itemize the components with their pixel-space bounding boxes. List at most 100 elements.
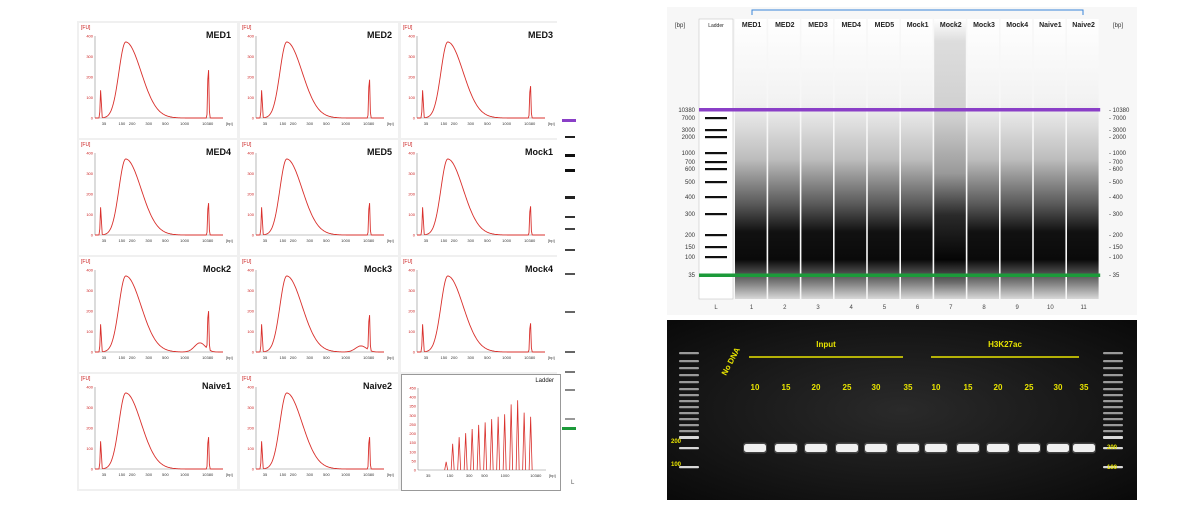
y-tick-label: 100 (86, 212, 93, 217)
x-tick-label: 300 (467, 121, 474, 126)
lane-group-bracket (751, 9, 1084, 15)
cycle-label: 35 (1080, 383, 1089, 392)
panel-title: MED5 (366, 147, 392, 157)
ladder-mark-left: 100 (671, 462, 682, 468)
left-ladder-band (679, 381, 699, 384)
right-ladder-band (1103, 466, 1123, 469)
sample-band-glow (1072, 442, 1096, 454)
y-tick-label: 200 (408, 75, 415, 80)
x-tick-label: 35 (424, 238, 429, 243)
x-tick-label: 35 (424, 121, 429, 126)
electropherogram-trace (256, 41, 384, 119)
side-strip-band (565, 136, 575, 138)
ladder-peak (470, 428, 475, 471)
size-marker-left: 300 (685, 212, 696, 218)
y-tick-label: 200 (247, 309, 254, 314)
x-tick-label: 35 (102, 472, 107, 477)
size-marker-right: - 700 (1109, 160, 1123, 166)
y-tick-label: 300 (86, 405, 93, 410)
ladder-band (705, 234, 727, 237)
panel-title: Mock3 (363, 264, 392, 274)
sample-band-glow (743, 442, 767, 454)
electropherogram-panel: 0 100 200 300 400 35 150 200 300 500 1000 10380 [bp]… (79, 23, 237, 138)
x-tick-label: 200 (129, 238, 136, 243)
sample-band (865, 444, 887, 452)
x-tick-label: 300 (466, 473, 473, 478)
y-tick-label: 200 (86, 192, 93, 197)
x-unit-label: [bp] (387, 472, 394, 477)
cycle-label: 15 (964, 383, 973, 392)
size-marker-left: 35 (688, 273, 695, 279)
y-tick-label: 100 (408, 329, 415, 334)
x-tick-label: 500 (484, 355, 491, 360)
x-tick-label: 10380 (363, 355, 375, 360)
y-tick-label: 0 (252, 350, 255, 355)
x-unit-label: [bp] (548, 121, 555, 126)
x-tick-label: 35 (426, 473, 431, 478)
cycle-label: 10 (751, 383, 760, 392)
sample-lane (967, 19, 999, 299)
size-marker-right: - 300 (1109, 212, 1123, 218)
left-ladder-band (679, 400, 699, 403)
ladder-peak (522, 412, 527, 471)
agarose-gel-image: 200 100 200 100 No DNA Input 10 15 20 25 30 35 H3K27… (667, 320, 1137, 500)
sample-band (836, 444, 858, 452)
ladder-lane (698, 18, 734, 300)
x-tick-label: 1000 (341, 472, 351, 477)
x-tick-label: 1000 (180, 238, 190, 243)
panel-title: Mock1 (524, 147, 553, 157)
side-strip-band (565, 169, 575, 172)
ladder-band (705, 196, 727, 199)
side-strip-band (565, 154, 575, 157)
side-strip-band-lower-marker (562, 427, 576, 430)
cycle-label: 35 (904, 383, 913, 392)
sample-lane-label: MED2 (775, 22, 795, 29)
panel-title: Naive1 (201, 381, 231, 391)
group-label: H3K27ac (988, 340, 1022, 349)
x-tick-label: 10380 (202, 121, 214, 126)
left-ladder-band (679, 406, 699, 409)
x-tick-label: 35 (263, 121, 268, 126)
x-tick-label: 35 (263, 472, 268, 477)
x-tick-label: 500 (484, 238, 491, 243)
x-tick-label: 35 (263, 238, 268, 243)
x-tick-label: 300 (306, 238, 313, 243)
panel-title: MED4 (205, 147, 231, 157)
side-strip-band (565, 389, 575, 391)
y-tick-label: 300 (86, 288, 93, 293)
x-tick-label: 1000 (341, 238, 351, 243)
electropherogram-panel: 0 100 200 300 400 35 150 200 300 500 1000 10380 [bp]… (401, 257, 559, 372)
sample-lane (1000, 19, 1033, 299)
left-ladder-band (679, 374, 699, 377)
left-ladder-band (679, 466, 699, 469)
upper-marker-line (699, 108, 1101, 112)
bp-unit-left: [bp] (675, 23, 685, 29)
y-tick-label: 300 (409, 413, 416, 418)
size-marker-left: 400 (685, 195, 696, 201)
x-tick-label: 10380 (202, 472, 214, 477)
right-ladder-band (1103, 352, 1123, 355)
right-ladder-band (1103, 447, 1123, 450)
cycle-label: 15 (782, 383, 791, 392)
sample-lane (735, 19, 767, 299)
y-tick-label: 400 (408, 151, 415, 156)
electropherogram-panel: 0 100 200 300 400 35 150 200 300 500 1000 10380 [bp]… (401, 140, 559, 255)
x-tick-label: 500 (323, 238, 330, 243)
y-tick-label: 0 (413, 233, 416, 238)
electropherogram-grid: 0 100 200 300 400 35 150 200 300 500 1000 10380 [bp]… (77, 21, 561, 491)
y-tick-label: 0 (413, 116, 416, 121)
panel-title: Mock4 (524, 264, 553, 274)
sample-lane (768, 19, 800, 299)
x-tick-label: 10380 (530, 473, 542, 478)
cycle-label: 10 (932, 383, 941, 392)
ladder-peak (528, 416, 533, 471)
side-strip-band (565, 216, 575, 218)
x-tick-label: 200 (290, 238, 297, 243)
lane-number: 8 (982, 305, 986, 311)
sample-lane (801, 19, 833, 299)
cycle-label: 25 (843, 383, 852, 392)
sample-band-glow (924, 442, 948, 454)
y-unit-label: [FU] (403, 25, 413, 31)
